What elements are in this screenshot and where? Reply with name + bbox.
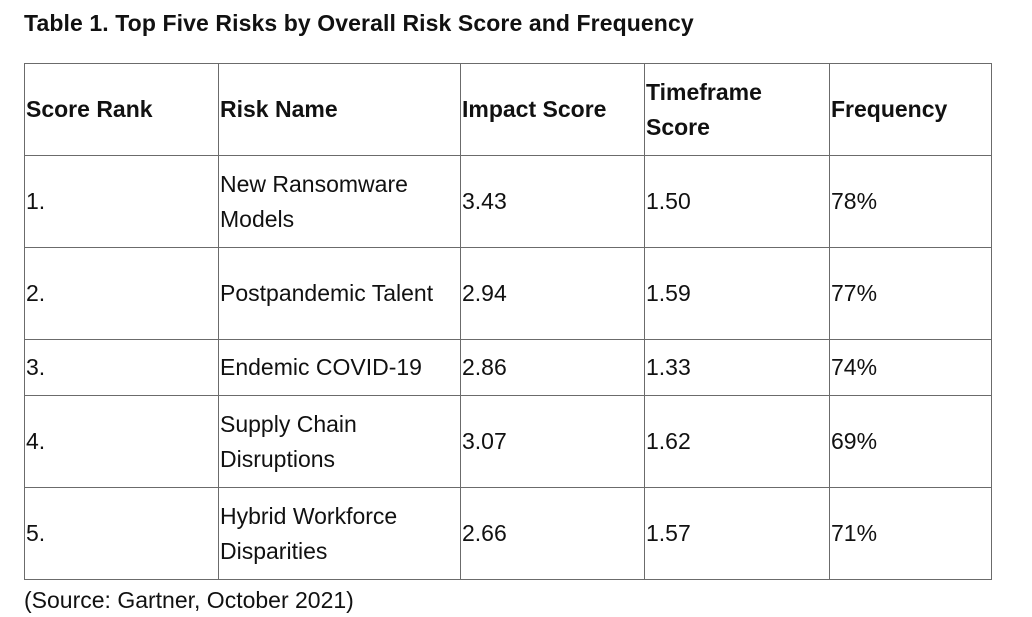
table-row: 1. New Ransomware Models 3.43 1.50 78%	[24, 155, 992, 248]
cell-timeframe-score: 1.50	[644, 155, 830, 248]
table-title: Table 1. Top Five Risks by Overall Risk …	[24, 10, 694, 36]
cell-timeframe-score: 1.59	[644, 247, 830, 340]
cell-impact-score: 3.43	[460, 155, 645, 248]
cell-score-rank: 5.	[24, 487, 219, 580]
header-timeframe-score: Timeframe Score	[644, 63, 830, 156]
cell-frequency: 74%	[829, 339, 992, 396]
source-note: (Source: Gartner, October 2021)	[24, 587, 354, 613]
cell-impact-score: 2.86	[460, 339, 645, 396]
cell-frequency: 71%	[829, 487, 992, 580]
cell-timeframe-score: 1.62	[644, 395, 830, 488]
table-row: 3. Endemic COVID-19 2.86 1.33 74%	[24, 339, 992, 396]
table-row: 4. Supply Chain Disruptions 3.07 1.62 69…	[24, 395, 992, 488]
cell-score-rank: 4.	[24, 395, 219, 488]
cell-risk-name: Postpandemic Talent	[218, 247, 461, 340]
cell-impact-score: 2.66	[460, 487, 645, 580]
header-score-rank: Score Rank	[24, 63, 219, 156]
risk-table: Score Rank Risk Name Impact Score Timefr…	[24, 63, 992, 580]
cell-risk-name: Supply Chain Disruptions	[218, 395, 461, 488]
cell-score-rank: 3.	[24, 339, 219, 396]
cell-risk-name: New Ransomware Models	[218, 155, 461, 248]
header-row: Score Rank Risk Name Impact Score Timefr…	[24, 63, 992, 156]
header-impact-score: Impact Score	[460, 63, 645, 156]
header-risk-name: Risk Name	[218, 63, 461, 156]
table-row: 5. Hybrid Workforce Disparities 2.66 1.5…	[24, 487, 992, 580]
cell-risk-name: Endemic COVID-19	[218, 339, 461, 396]
header-frequency: Frequency	[829, 63, 992, 156]
cell-score-rank: 1.	[24, 155, 219, 248]
cell-score-rank: 2.	[24, 247, 219, 340]
cell-timeframe-score: 1.33	[644, 339, 830, 396]
cell-frequency: 78%	[829, 155, 992, 248]
cell-impact-score: 3.07	[460, 395, 645, 488]
cell-timeframe-score: 1.57	[644, 487, 830, 580]
cell-impact-score: 2.94	[460, 247, 645, 340]
cell-frequency: 77%	[829, 247, 992, 340]
cell-frequency: 69%	[829, 395, 992, 488]
cell-risk-name: Hybrid Workforce Disparities	[218, 487, 461, 580]
table-row: 2. Postpandemic Talent 2.94 1.59 77%	[24, 247, 992, 340]
